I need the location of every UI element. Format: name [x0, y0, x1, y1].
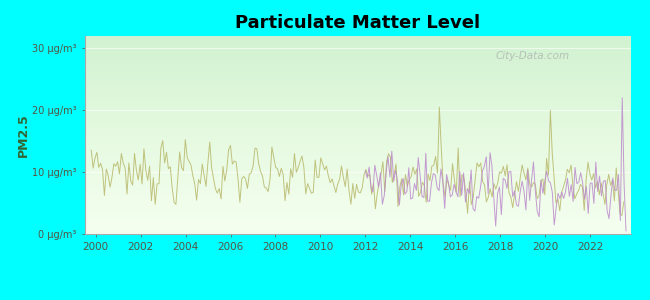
- Title: Particulate Matter Level: Particulate Matter Level: [235, 14, 480, 32]
- Y-axis label: PM2.5: PM2.5: [16, 113, 29, 157]
- Text: City-Data.com: City-Data.com: [495, 51, 569, 61]
